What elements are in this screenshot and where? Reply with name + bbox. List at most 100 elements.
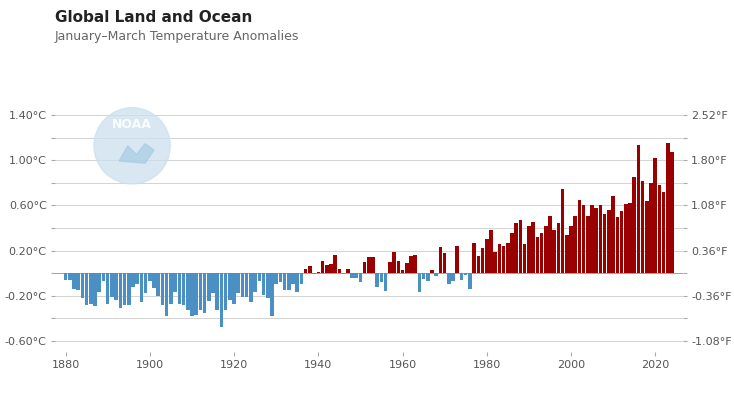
Bar xyxy=(371,257,375,273)
Text: Global Land and Ocean: Global Land and Ocean xyxy=(55,10,252,25)
Bar xyxy=(182,273,185,305)
Bar xyxy=(493,252,497,273)
Bar xyxy=(628,203,632,273)
Bar xyxy=(363,262,366,273)
Bar xyxy=(443,253,446,273)
Bar xyxy=(195,273,198,315)
Bar xyxy=(590,206,594,273)
Bar xyxy=(451,273,455,281)
Bar xyxy=(556,224,560,273)
Bar xyxy=(211,273,215,293)
Bar xyxy=(266,273,269,298)
Bar xyxy=(658,185,661,273)
Bar xyxy=(565,235,569,273)
Bar xyxy=(616,217,619,273)
Bar xyxy=(624,204,628,273)
Bar xyxy=(325,265,329,273)
Bar xyxy=(662,192,666,273)
Bar xyxy=(401,270,404,273)
Bar xyxy=(476,256,480,273)
Bar xyxy=(464,273,468,275)
Bar xyxy=(178,273,181,304)
Bar xyxy=(633,177,636,273)
Bar xyxy=(199,273,202,310)
Bar xyxy=(548,216,552,273)
Bar xyxy=(329,264,333,273)
Bar xyxy=(279,273,282,282)
Bar xyxy=(473,243,476,273)
Bar xyxy=(81,273,84,298)
Bar xyxy=(316,272,320,273)
Bar xyxy=(89,273,92,304)
Bar xyxy=(123,273,126,305)
Bar xyxy=(165,273,169,316)
Bar xyxy=(439,247,442,273)
Bar xyxy=(119,273,122,308)
Bar xyxy=(666,144,669,273)
Bar xyxy=(135,273,139,284)
Bar xyxy=(152,273,156,288)
Polygon shape xyxy=(119,144,154,163)
Bar xyxy=(236,273,240,293)
Bar xyxy=(645,201,649,273)
Bar xyxy=(569,226,573,273)
Bar xyxy=(573,216,577,273)
Bar xyxy=(519,220,523,273)
Bar xyxy=(72,273,76,289)
Bar xyxy=(186,273,189,310)
Bar xyxy=(418,273,421,292)
Bar xyxy=(376,273,379,287)
Bar xyxy=(650,183,653,273)
Bar xyxy=(312,273,316,274)
Bar xyxy=(405,263,409,273)
Bar xyxy=(653,158,657,273)
Bar xyxy=(506,243,509,273)
Bar xyxy=(110,273,114,297)
Bar xyxy=(215,273,219,310)
Bar xyxy=(308,266,312,273)
Bar xyxy=(228,273,232,300)
Bar xyxy=(641,181,644,273)
Bar xyxy=(283,273,286,290)
Bar xyxy=(355,273,358,278)
Bar xyxy=(76,273,80,290)
Bar xyxy=(275,273,278,284)
Bar xyxy=(148,273,152,281)
Text: NOAA: NOAA xyxy=(112,118,152,131)
Bar xyxy=(531,222,535,273)
Bar xyxy=(586,216,589,273)
Bar xyxy=(139,273,143,302)
Bar xyxy=(342,273,346,274)
Bar xyxy=(384,273,388,291)
Bar xyxy=(232,273,236,304)
Bar xyxy=(670,152,674,273)
Bar xyxy=(156,273,160,296)
Bar xyxy=(258,273,261,281)
Bar xyxy=(245,273,249,297)
Bar xyxy=(435,273,438,276)
Bar xyxy=(510,232,514,273)
Bar xyxy=(409,256,413,273)
Bar xyxy=(426,273,429,281)
Bar xyxy=(498,244,501,273)
Bar xyxy=(98,273,101,292)
Bar xyxy=(422,273,426,279)
Bar xyxy=(619,211,623,273)
Bar xyxy=(115,273,118,300)
Bar xyxy=(607,210,611,273)
Bar xyxy=(85,273,88,305)
Bar xyxy=(578,200,581,273)
Bar xyxy=(304,268,308,273)
Bar xyxy=(481,248,484,273)
Bar xyxy=(321,261,324,273)
Bar xyxy=(536,237,539,273)
Bar xyxy=(270,273,274,316)
Bar xyxy=(241,273,244,297)
Bar xyxy=(144,273,148,293)
Bar xyxy=(359,273,362,282)
Bar xyxy=(102,273,105,281)
Circle shape xyxy=(94,108,170,184)
Bar xyxy=(396,261,400,273)
Bar xyxy=(599,206,603,273)
Bar xyxy=(582,206,586,273)
